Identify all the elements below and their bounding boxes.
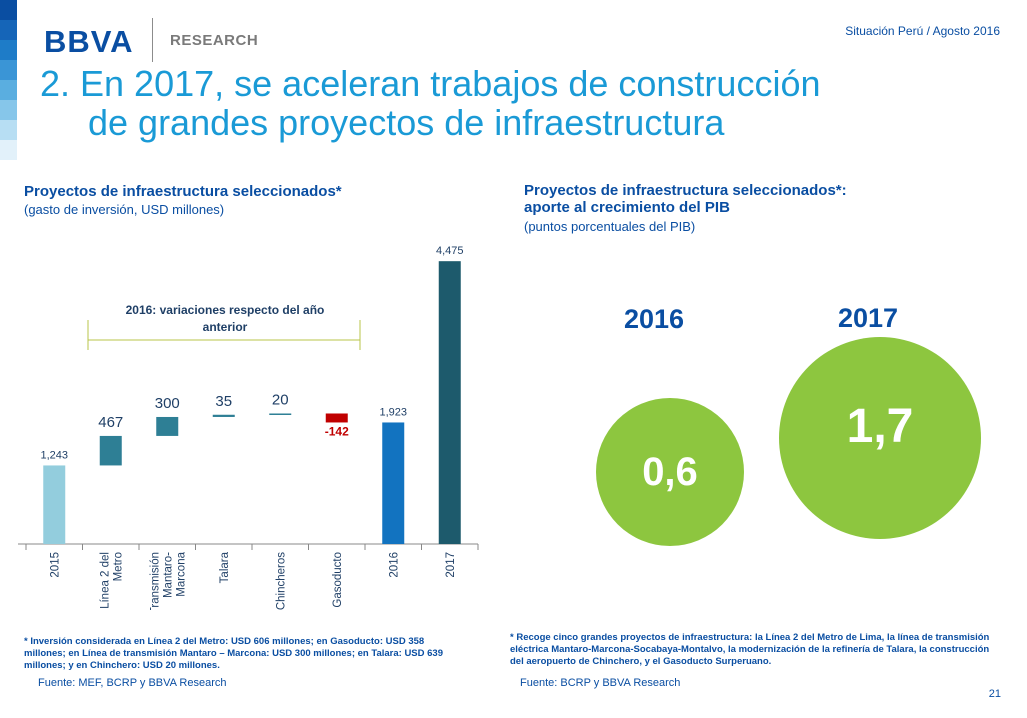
- bracket-label: 2016: variaciones respecto del año: [126, 303, 325, 317]
- data-label: -142: [325, 424, 349, 438]
- bar-l-nea-2-del-metro: [99, 435, 122, 466]
- data-label: 4,475: [436, 245, 464, 257]
- data-label: 1,243: [40, 449, 68, 461]
- bar-chincheros: [269, 413, 292, 415]
- bar-2015: [43, 465, 66, 544]
- report-edition: Situación Perú / Agosto 2016: [845, 24, 1000, 38]
- stripe-segment: [0, 0, 17, 20]
- data-label: 300: [155, 395, 180, 412]
- left-chart-subtitle: (gasto de inversión, USD millones): [24, 202, 225, 217]
- bubble-2017-value: 1,7: [846, 399, 914, 453]
- left-chart-title: Proyectos de infraestructura seleccionad…: [24, 183, 342, 200]
- data-label: 35: [215, 393, 232, 410]
- stripe-segment: [0, 20, 17, 40]
- logo-divider: [152, 18, 153, 62]
- right-footnote: * Recoge cinco grandes proyectos de infr…: [510, 632, 990, 667]
- category-label: 2016: [388, 552, 400, 578]
- bubble-2016-value: 0,6: [642, 449, 698, 494]
- bracket-label: anterior: [203, 320, 248, 334]
- right-chart-title-line2: aporte al crecimiento del PIB: [524, 199, 730, 216]
- stripe-segment: [0, 100, 17, 120]
- right-chart-subtitle: (puntos porcentuales del PIB): [524, 219, 696, 234]
- category-label: Gasoducto: [332, 552, 344, 608]
- bar-gasoducto: [325, 413, 348, 423]
- stripe-segment: [0, 80, 17, 100]
- data-label: 20: [272, 391, 289, 408]
- page-title-line1: 2. En 2017, se aceleran trabajos de cons…: [40, 63, 821, 104]
- data-label: 1,923: [379, 406, 407, 418]
- category-label: Mantaro-: [162, 552, 174, 598]
- stripe-segment: [0, 120, 17, 140]
- bar-2016: [382, 422, 405, 544]
- left-source: Fuente: MEF, BCRP y BBVA Research: [38, 677, 227, 689]
- right-chart-title-line1: Proyectos de infraestructura seleccionad…: [524, 182, 847, 199]
- category-label: Marcona: [175, 551, 187, 596]
- bar-talara: [212, 414, 235, 417]
- category-label: Transmisión: [149, 552, 161, 610]
- bubble-2016: 0,6: [596, 398, 744, 546]
- category-label: 2015: [49, 552, 61, 578]
- bubble-2017: 1,7: [779, 337, 981, 539]
- stripe-segment: [0, 40, 17, 60]
- right-source: Fuente: BCRP y BBVA Research: [520, 677, 681, 689]
- data-label: 467: [98, 414, 123, 431]
- waterfall-chart: 1,243 2015 467 Línea 2 del Metro 300 Transmisi…: [18, 245, 479, 610]
- page-title: 2. En 2017, se aceleran trabajos de cons…: [40, 64, 821, 142]
- bbva-logo: BBVA: [44, 24, 134, 59]
- page-title-line2: de grandes proyectos de infraestructura: [88, 102, 725, 143]
- left-footnote: * Inversión considerada en Línea 2 del M…: [24, 636, 443, 671]
- logo-subtitle: RESEARCH: [170, 32, 259, 49]
- category-label: Metro: [112, 552, 124, 581]
- category-label: Talara: [219, 551, 231, 583]
- stripe-segment: [0, 140, 17, 160]
- bubble-year-2016: 2016: [624, 304, 685, 334]
- bubble-year-2017: 2017: [838, 303, 899, 333]
- bar-2017: [438, 261, 461, 544]
- category-label: 2017: [445, 552, 457, 578]
- category-label: Línea 2 del: [99, 552, 111, 609]
- stripe-segment: [0, 60, 17, 80]
- page-number: 21: [988, 688, 1001, 700]
- bar-transmisi-n-mantaro-marcona: [156, 416, 179, 436]
- category-label: Chincheros: [275, 552, 287, 610]
